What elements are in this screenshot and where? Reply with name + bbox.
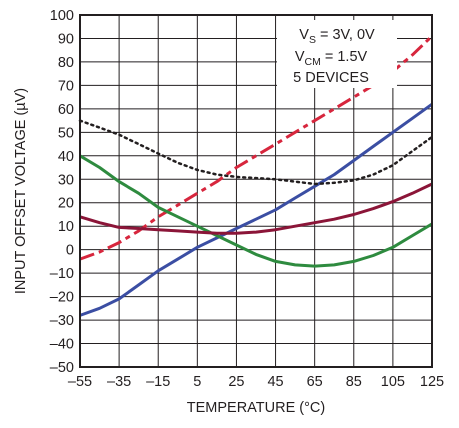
y-tick-label: –50 [50,360,74,376]
y-tick-label: 40 [58,149,74,165]
x-tick-label: 5 [193,374,201,390]
y-tick-label: 100 [50,8,74,24]
y-tick-label: 20 [58,196,74,212]
y-tick-label: 90 [58,31,74,47]
x-tick-label: –35 [107,374,131,390]
y-tick-label: –10 [50,266,74,282]
series-line-2 [79,102,433,317]
y-tick-label: 80 [58,55,74,71]
y-tick-label: 30 [58,172,74,188]
y-tick-label: 50 [58,125,74,141]
x-tick-label: 85 [346,374,362,390]
x-tick-label: –15 [146,374,170,390]
series-line-3 [78,119,434,186]
plot-frame [79,14,433,368]
x-tick-label: –55 [68,374,92,390]
annotation-line-1: VS = 3V, 0V [299,27,375,46]
x-tick-label: 125 [420,374,444,390]
annotation-line-2: VCM = 1.5V [295,49,368,68]
series-line-4 [79,154,433,268]
annotation-line-3: 5 DEVICES [293,70,369,86]
series-line-5 [79,182,433,235]
y-tick-label: 70 [58,78,74,94]
y-tick-label: 60 [58,102,74,118]
y-tick-label: –30 [50,313,74,329]
y-tick-label: 0 [66,243,74,259]
x-tick-label: 45 [267,374,283,390]
y-tick-label: –20 [50,290,74,306]
annotation-background [277,20,397,88]
y-tick-label: 10 [58,219,74,235]
annotation-box: VS = 3V, 0V VCM = 1.5V 5 DEVICES [277,20,397,88]
y-tick-label: –40 [50,337,74,353]
x-tick-label: 65 [307,374,323,390]
x-tick-label: 105 [381,374,405,390]
x-axis-title: TEMPERATURE (°C) [187,400,325,416]
y-axis-title: INPUT OFFSET VOLTAGE (µV) [13,88,29,294]
tick-labels: –55 –35 –15 5 25 45 65 85 105 125 –50 –40 –30 –20 –10 0… [50,8,444,390]
x-tick-label: 25 [228,374,244,390]
